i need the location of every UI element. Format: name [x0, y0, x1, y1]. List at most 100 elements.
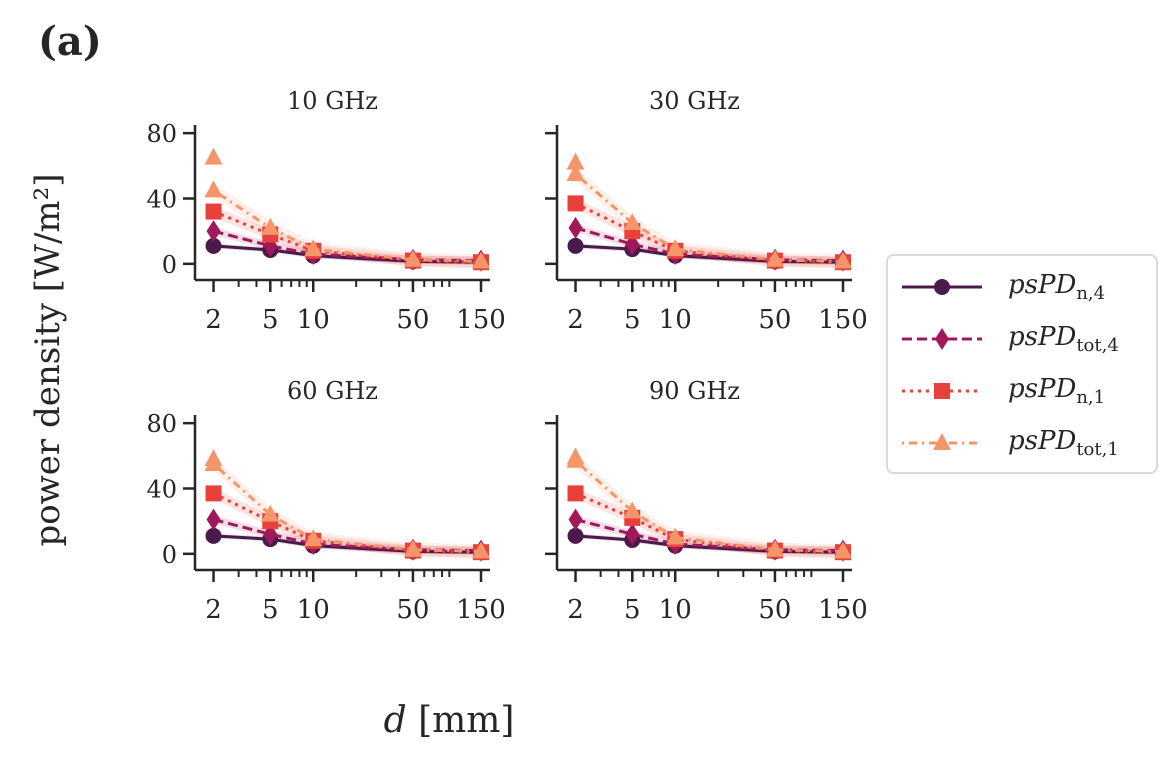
data-point [666, 527, 685, 545]
x-tick-label: 10 [297, 595, 330, 625]
legend-label-base: psPD [1008, 270, 1077, 300]
data-point [834, 541, 853, 559]
data-point [403, 539, 422, 557]
x-tick-label: 150 [818, 305, 868, 335]
x-tick-label: 150 [818, 595, 868, 625]
y-tick-label: 80 [146, 410, 177, 438]
data-point [261, 217, 280, 235]
subplot-1: 10 GHz 0 40 80 2 5 10 50 150 [146, 87, 505, 335]
legend-swatch [902, 433, 982, 450]
data-point [206, 220, 221, 243]
confidence-band [575, 167, 844, 269]
subplot-title: 30 GHz [649, 87, 740, 115]
legend-label: psPDn,1 [1008, 374, 1105, 408]
data-point [205, 237, 222, 254]
data-point [567, 485, 584, 502]
legend-label-subscript: tot,4 [1076, 335, 1119, 357]
x-tick-label: 10 [659, 305, 692, 335]
x-tick-label: 5 [624, 305, 641, 335]
subplot-title: 10 GHz [287, 87, 378, 115]
data-point [403, 249, 422, 267]
x-tick-label: 2 [205, 305, 222, 335]
legend-label-subscript: n,4 [1076, 283, 1106, 305]
series-line [212, 462, 482, 553]
data-point [205, 527, 222, 544]
data-point [472, 541, 491, 559]
subplot-title: 90 GHz [649, 377, 740, 405]
x-tick-label: 50 [396, 595, 429, 625]
x-tick-label: 5 [624, 595, 641, 625]
data-point [765, 539, 784, 557]
data-point [204, 147, 223, 165]
y-tick-label: 0 [162, 541, 177, 569]
legend-swatch [902, 383, 982, 399]
confidence-band [213, 457, 482, 559]
legend-label-base: psPD [1008, 322, 1077, 352]
legend-marker [934, 279, 950, 295]
data-point [205, 203, 222, 220]
data-point [566, 152, 585, 170]
legend-marker [933, 433, 951, 450]
legend-label: psPDtot,1 [1008, 426, 1119, 460]
data-point [623, 213, 642, 230]
data-point [834, 251, 853, 269]
x-tick-label: 2 [567, 305, 584, 335]
legend-label-base: psPD [1008, 374, 1077, 404]
x-tick-label: 2 [567, 595, 584, 625]
data-point [472, 251, 491, 269]
legend-label-subscript: n,1 [1076, 387, 1106, 409]
x-tick-label: 10 [659, 595, 692, 625]
legend-label-base: psPD [1008, 426, 1077, 456]
legend-label-subscript: tot,1 [1076, 439, 1119, 461]
legend: psPDn,4 psPDtot,4 psPDn,1 psPDtot,1 [886, 254, 1158, 474]
data-point [666, 239, 685, 257]
subplot-title: 60 GHz [287, 377, 378, 405]
x-tick-label: 10 [297, 305, 330, 335]
data-point [623, 501, 642, 519]
y-tick-label: 40 [146, 186, 177, 214]
data-point [261, 504, 280, 522]
x-tick-label: 5 [262, 595, 279, 625]
data-point [566, 164, 585, 181]
data-point [304, 239, 323, 257]
x-tick-label: 150 [456, 305, 506, 335]
y-tick-label: 80 [146, 120, 177, 148]
data-point [204, 180, 223, 198]
x-tick-label: 50 [758, 595, 791, 625]
series-line [212, 210, 482, 264]
x-axis-variable: d [383, 700, 407, 741]
data-point [206, 508, 221, 531]
x-tick-label: 50 [758, 305, 791, 335]
confidence-band [575, 453, 844, 559]
y-tick-label: 0 [162, 251, 177, 279]
series-line [213, 229, 482, 263]
data-point [204, 449, 223, 467]
x-tick-label: 5 [262, 305, 279, 335]
data-point [625, 523, 640, 546]
series-line [574, 459, 844, 553]
legend-item: psPDn,1 [898, 366, 1148, 416]
x-axis-unit: [mm] [418, 700, 515, 741]
data-point [566, 447, 585, 465]
subplot-4: 90 GHz 2 5 10 50 150 [545, 377, 868, 625]
data-point [568, 508, 583, 531]
subplot-3: 60 GHz 0 40 80 2 5 10 50 150 [146, 377, 505, 625]
legend-marker [935, 328, 949, 350]
series-line [574, 172, 844, 263]
subplot-2: 30 GHz 2 5 10 50 150 [545, 87, 868, 335]
legend-label: psPDn,4 [1008, 270, 1105, 304]
x-tick-label: 50 [396, 305, 429, 335]
data-point [304, 529, 323, 547]
x-tick-label: 150 [456, 595, 506, 625]
data-point [567, 195, 584, 212]
legend-swatch [902, 279, 982, 295]
legend-item: psPDtot,1 [898, 418, 1148, 468]
legend-item: psPDn,4 [898, 262, 1148, 312]
panel-label: (a) [38, 18, 102, 65]
legend-marker [934, 383, 950, 399]
data-point [567, 527, 584, 544]
legend-label: psPDtot,4 [1008, 322, 1119, 356]
x-axis-label: d [mm] [384, 700, 515, 741]
legend-item: psPDtot,4 [898, 314, 1148, 364]
